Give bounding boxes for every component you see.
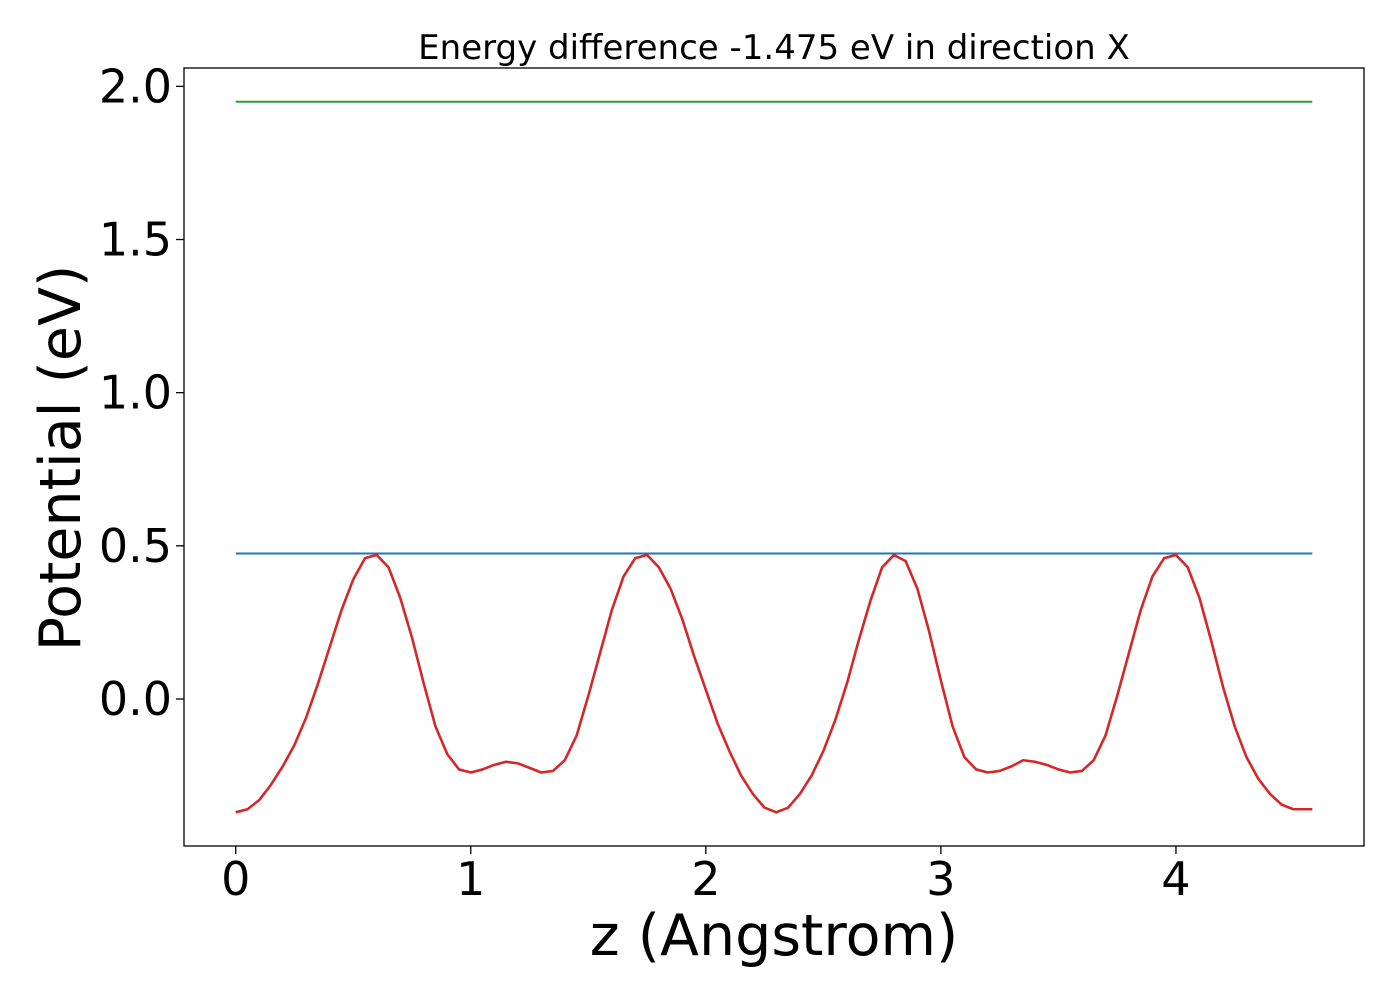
axes-frame [183,67,1365,847]
plot-area [183,67,1365,847]
y-tick-label: 1.5 [99,213,172,267]
x-tick-label: 4 [1161,852,1190,906]
y-axis-ticks: 0.0 0.5 1.0 1.5 2.0 [99,59,184,726]
x-axis-ticks: 0 1 2 3 4 [221,846,1191,906]
y-tick-label: 2.0 [99,59,172,113]
series-line-3 [235,553,1313,814]
x-tick-label: 2 [691,852,720,906]
x-axis-title: z (Angstrom) [590,903,958,969]
y-tick-label: 0.5 [99,519,172,573]
y-axis-title: Potential (eV) [28,265,94,651]
y-tick-label: 1.0 [99,366,172,420]
x-tick-label: 3 [926,852,955,906]
x-tick-label: 1 [456,852,485,906]
y-tick-label: 0.0 [99,672,172,726]
chart-title: Energy difference -1.475 eV in direction… [418,28,1130,68]
x-tick-label: 0 [221,852,250,906]
